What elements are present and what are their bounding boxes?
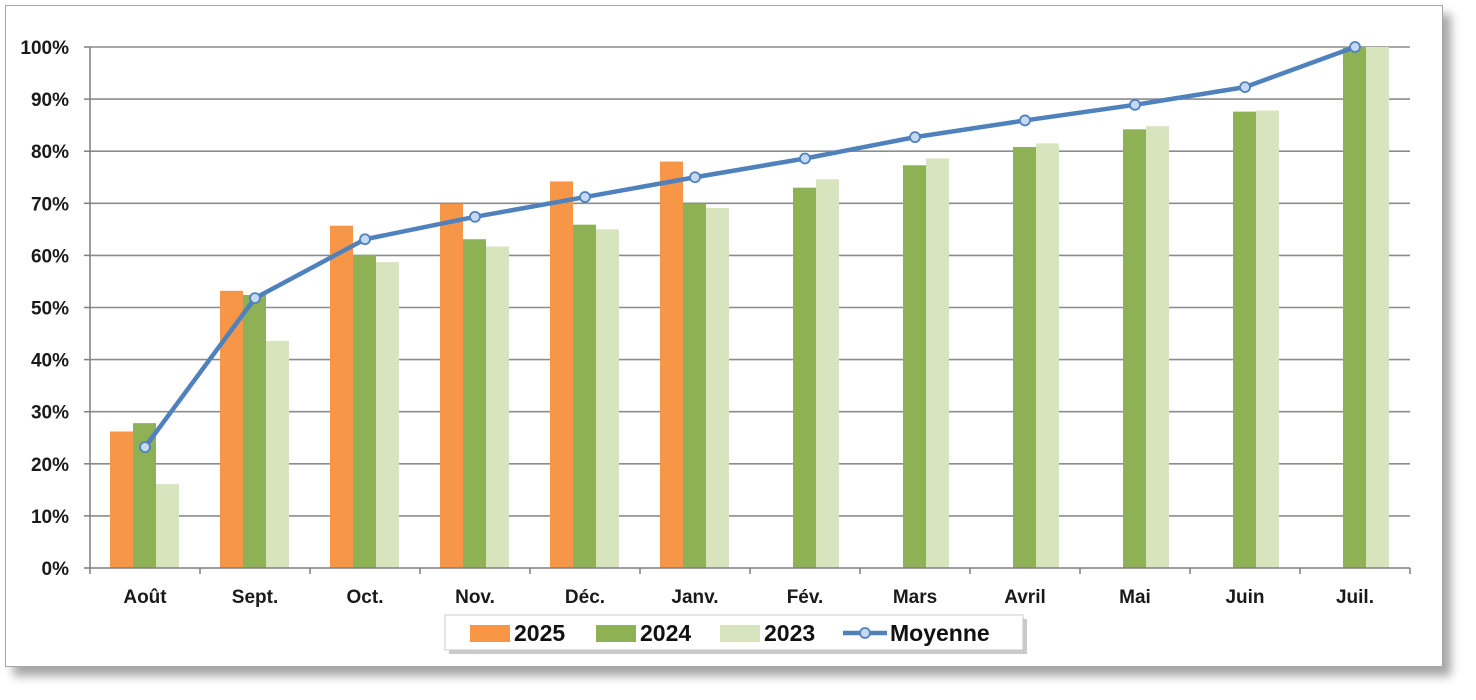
y-tick-label: 10% [31,507,69,528]
legend-label: Moyenne [890,620,990,646]
x-tick-label: Fév. [787,587,824,608]
bar-2025 [220,290,243,568]
bar-2023 [816,179,839,569]
x-tick-label: Sept. [232,587,278,608]
y-tick-label: 40% [31,351,69,372]
x-tick-label: Avril [1004,587,1046,608]
point-Moyenne [799,152,811,165]
legend-label: 2024 [640,620,691,646]
y-tick-label: 90% [31,90,69,111]
point-Moyenne [1019,114,1031,127]
point-Moyenne [1349,41,1361,53]
legend-swatch-2023 [720,625,760,642]
bar-2023 [1366,47,1389,568]
bar-2023 [486,246,509,568]
bar-2024 [1013,147,1036,569]
x-tick-label: Mars [893,587,937,608]
y-tick-label: 100% [20,38,69,59]
axis-layer: 0% 10% 20% 30% 40% 50% 60% 70% 80% 90% 100% Août Sep… [20,38,1411,608]
point-Moyenne [689,171,701,184]
y-tick-label: 20% [31,455,69,476]
point-Moyenne [909,131,921,144]
x-tick-label: Oct. [347,587,384,608]
legend-swatch-2025 [470,625,510,642]
legend-label: 2025 [514,620,565,646]
bar-2025 [330,225,353,568]
bar-2024 [133,423,156,568]
y-tick-label: 60% [31,246,69,267]
x-tick-label: Juil. [1336,587,1374,608]
bar-2023 [156,484,179,568]
bar-layer [110,47,1389,569]
x-tick-label: Mai [1119,587,1151,608]
bar-2023 [596,229,619,568]
legend-marker-Moyenne [859,627,871,639]
legend: 2025 2024 2023 Moyenne [444,614,1027,654]
bar-2025 [550,181,573,568]
y-tick-label: 0% [42,559,70,580]
bar-2023 [706,207,729,568]
bar-2024 [243,294,266,568]
bar-2023 [1256,110,1279,568]
bar-2023 [266,340,289,568]
point-Moyenne [1129,98,1141,111]
point-Moyenne [579,191,591,203]
line-layer [139,41,1361,454]
bar-2023 [376,262,399,568]
line-Moyenne [143,44,1356,449]
bar-2025 [110,431,133,568]
bar-2024 [683,203,706,569]
y-tick-label: 80% [31,142,69,163]
y-tick-label: 50% [31,299,69,320]
bar-2024 [1123,129,1146,568]
bar-2024 [903,165,926,568]
bar-2023 [926,158,949,568]
x-tick-label: Janv. [671,587,718,608]
point-Moyenne [139,441,151,454]
point-Moyenne [359,233,371,246]
bar-2025 [660,161,683,568]
bar-2024 [1233,111,1256,568]
y-tick-label: 30% [31,403,69,424]
bar-2024 [463,239,486,568]
x-tick-label: Août [123,587,167,608]
bar-2024 [793,187,816,569]
x-tick-label: Nov. [455,587,495,608]
bar-2025 [440,203,463,569]
legend-label: 2023 [764,620,815,646]
legend-swatch-2024 [596,625,636,642]
grid-layer [90,46,1410,517]
bar-2024 [1343,47,1366,568]
bar-2023 [1146,126,1169,568]
point-Moyenne [469,210,481,223]
x-tick-label: Déc. [565,587,605,608]
bar-2024 [573,224,596,568]
bar-2023 [1036,143,1059,568]
bar-2024 [353,254,376,568]
y-tick-label: 70% [31,194,69,215]
point-Moyenne [1239,81,1251,94]
point-Moyenne [249,292,261,305]
x-tick-label: Juin [1225,587,1264,608]
